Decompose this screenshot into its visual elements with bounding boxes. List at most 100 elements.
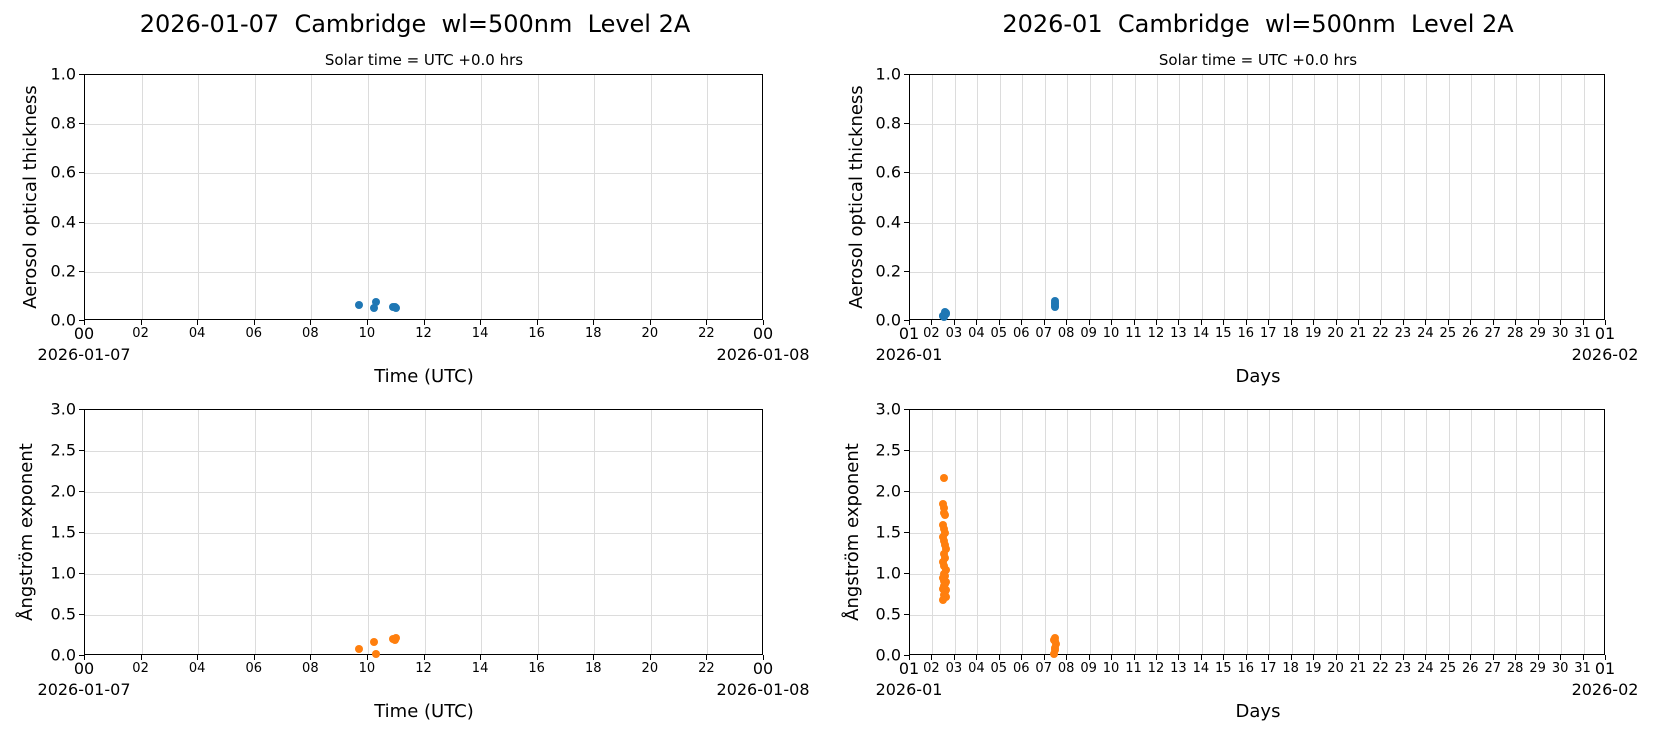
x-tick-label: 02 bbox=[132, 661, 149, 676]
x-tick-label: 22 bbox=[698, 326, 715, 341]
x-tick-label: 21 bbox=[1349, 661, 1367, 676]
grid-line-horizontal bbox=[85, 574, 762, 575]
grid-line-vertical bbox=[1359, 75, 1361, 319]
x-tick-mark bbox=[1560, 320, 1562, 325]
grid-line-horizontal bbox=[85, 124, 762, 126]
grid-line-vertical bbox=[1426, 410, 1428, 654]
data-point bbox=[392, 303, 401, 312]
left-subtitle: Solar time = UTC +0.0 hrs bbox=[324, 51, 524, 69]
grid-line-vertical bbox=[1089, 75, 1091, 319]
x-tick-label: 20 bbox=[641, 661, 659, 676]
grid-line-vertical bbox=[1403, 410, 1405, 654]
data-point bbox=[941, 592, 950, 601]
x-tick-mark bbox=[1133, 655, 1135, 660]
x-tick-label: 14 bbox=[471, 326, 489, 341]
tr-x-end-date: 2026-02 bbox=[1571, 345, 1639, 364]
x-tick-label: 08 bbox=[302, 661, 319, 676]
grid-line-vertical bbox=[481, 410, 483, 654]
x-tick-mark bbox=[706, 320, 708, 325]
x-tick-mark bbox=[1223, 655, 1225, 660]
grid-line-vertical bbox=[1067, 75, 1069, 319]
y-tick-mark bbox=[904, 270, 909, 272]
y-tick-label: 0.4 bbox=[50, 212, 76, 232]
x-tick-label: 03 bbox=[945, 661, 963, 676]
x-tick-label: 05 bbox=[990, 326, 1008, 341]
br-ylabel: Ångström exponent bbox=[842, 443, 863, 621]
x-tick-mark bbox=[931, 320, 933, 325]
x-tick-mark bbox=[1402, 655, 1404, 660]
grid-line-horizontal bbox=[910, 173, 1604, 175]
x-tick-label: 12 bbox=[1147, 661, 1165, 676]
x-tick-label: 24 bbox=[1417, 326, 1434, 341]
x-tick-mark bbox=[1582, 320, 1584, 325]
grid-line-vertical bbox=[1471, 410, 1473, 654]
x-tick-label: 30 bbox=[1551, 326, 1569, 341]
grid-line-vertical bbox=[932, 410, 934, 654]
x-tick-label: 02 bbox=[923, 326, 940, 341]
bl-x-end-date: 2026-01-08 bbox=[716, 680, 810, 699]
x-tick-label: 22 bbox=[1372, 661, 1389, 676]
x-tick-mark bbox=[253, 320, 255, 325]
grid-line-vertical bbox=[537, 410, 539, 654]
x-tick-mark bbox=[480, 320, 482, 325]
x-tick-label: 08 bbox=[1057, 326, 1075, 341]
grid-line-horizontal bbox=[910, 615, 1604, 616]
y-tick-mark bbox=[904, 655, 909, 656]
x-tick-label: 04 bbox=[968, 661, 985, 676]
data-point bbox=[355, 301, 364, 309]
x-tick-label: 18 bbox=[584, 326, 602, 341]
y-tick-label: 1.5 bbox=[875, 522, 901, 542]
x-tick-mark bbox=[953, 320, 955, 325]
tl-x-end-date: 2026-01-08 bbox=[716, 345, 810, 364]
x-tick-mark bbox=[1245, 320, 1247, 325]
x-tick-label: 10 bbox=[358, 661, 376, 676]
x-tick-label: 11 bbox=[1125, 661, 1142, 676]
y-tick-label: 0.5 bbox=[875, 604, 901, 624]
x-tick-mark bbox=[84, 320, 85, 325]
x-tick-mark bbox=[909, 655, 910, 660]
x-tick-mark bbox=[763, 320, 764, 325]
data-point bbox=[1049, 650, 1058, 659]
bl-ylabel: Ångström exponent bbox=[16, 443, 37, 621]
x-tick-label: 06 bbox=[1012, 326, 1030, 341]
grid-line-vertical bbox=[1381, 75, 1383, 319]
grid-line-vertical bbox=[1426, 75, 1428, 319]
y-tick-mark bbox=[904, 172, 909, 174]
y-tick-mark bbox=[79, 123, 84, 125]
y-tick-mark bbox=[904, 123, 909, 125]
tr-ylabel: Aerosol optical thickness bbox=[846, 85, 867, 309]
data-point bbox=[939, 561, 948, 570]
x-tick-mark bbox=[197, 320, 199, 325]
grid-line-horizontal bbox=[910, 222, 1604, 224]
x-tick-label: 03 bbox=[945, 326, 963, 341]
x-tick-label: 18 bbox=[1282, 326, 1299, 341]
y-tick-mark bbox=[904, 491, 909, 492]
data-point bbox=[940, 541, 949, 550]
grid-line-vertical bbox=[311, 410, 313, 654]
x-tick-label: 14 bbox=[471, 661, 489, 676]
y-tick-mark bbox=[79, 450, 84, 451]
y-tick-label: 0.6 bbox=[875, 162, 901, 182]
x-tick-mark bbox=[1492, 320, 1494, 325]
tl-ylabel: Aerosol optical thickness bbox=[20, 85, 41, 309]
x-tick-mark bbox=[931, 655, 933, 660]
br-plot-area bbox=[909, 409, 1605, 659]
x-tick-mark bbox=[536, 320, 538, 325]
right-subtitle: Solar time = UTC +0.0 hrs bbox=[1158, 51, 1358, 69]
x-tick-mark bbox=[1200, 320, 1202, 325]
y-tick-mark bbox=[904, 614, 909, 615]
y-tick-label: 0.0 bbox=[875, 645, 901, 665]
data-point bbox=[941, 545, 950, 554]
x-tick-label: 15 bbox=[1215, 326, 1232, 341]
x-tick-label: 19 bbox=[1304, 326, 1322, 341]
data-point bbox=[369, 638, 378, 647]
x-tick-mark bbox=[998, 320, 1000, 325]
x-tick-mark bbox=[953, 655, 955, 660]
y-tick-label: 0.8 bbox=[50, 113, 76, 133]
x-tick-label: 01 bbox=[898, 659, 920, 678]
br-x-start-date: 2026-01 bbox=[875, 680, 943, 699]
y-tick-label: 0.0 bbox=[875, 310, 901, 330]
x-tick-label: 24 bbox=[1417, 661, 1434, 676]
grid-line-vertical bbox=[977, 410, 979, 654]
grid-line-vertical bbox=[1359, 410, 1361, 654]
